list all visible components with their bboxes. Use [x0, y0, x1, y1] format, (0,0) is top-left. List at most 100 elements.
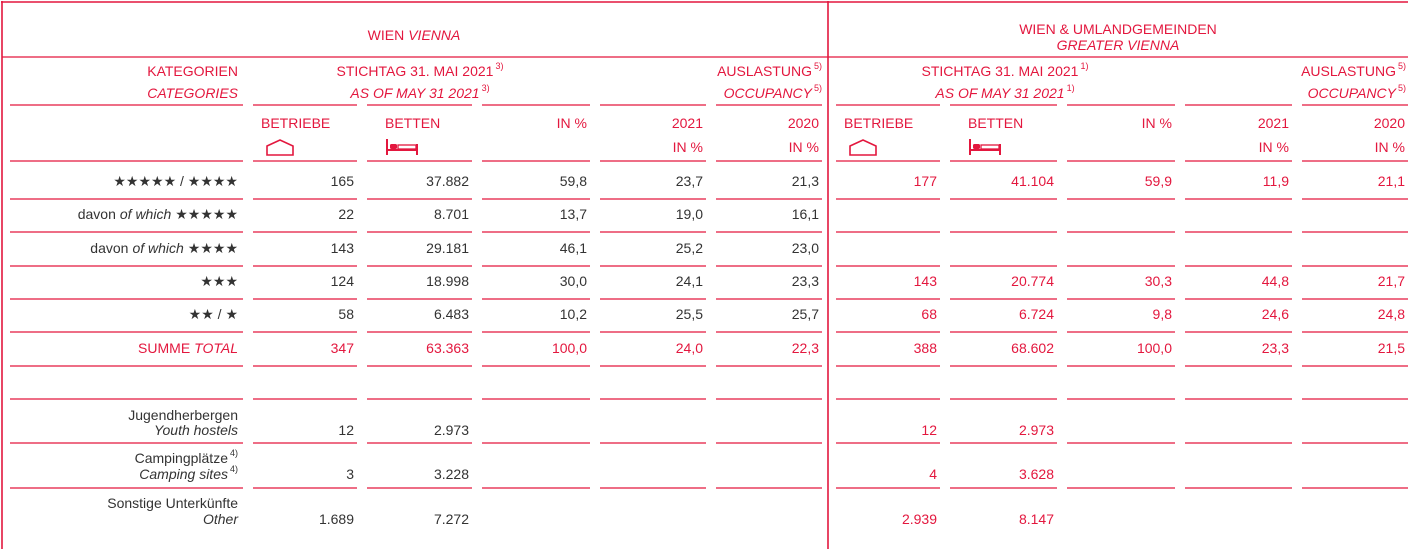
group-title: WIEN & UMLANDGEMEINDEN — [1019, 21, 1217, 37]
text-part: ★★★★★ / ★★★★ — [113, 173, 238, 189]
text-part: 24,1 — [676, 273, 703, 289]
text-part: ★★★★ — [188, 240, 238, 256]
row-label: Campingplätze 4) — [135, 448, 238, 465]
text-part: 4) — [230, 464, 238, 474]
text-part: SUMME — [138, 340, 190, 356]
text-part: 24,8 — [1378, 306, 1405, 322]
text-part: 44,8 — [1262, 273, 1289, 289]
text-part: 24,0 — [676, 340, 703, 356]
column-header: 2020 — [788, 115, 819, 131]
row-label: Camping sites 4) — [139, 464, 238, 481]
text-part: AS OF MAY 31 2021 — [934, 85, 1064, 101]
text-part: 4) — [230, 448, 238, 458]
text-part: 23,7 — [676, 173, 703, 189]
text-part: 7.272 — [434, 511, 469, 527]
text-part: 1) — [1080, 61, 1088, 71]
text-part: 1.689 — [319, 511, 354, 527]
cell-value: 12 — [921, 422, 937, 438]
row-label: ★★★★★ / ★★★★ — [113, 173, 238, 189]
text-part: AUSLASTUNG — [717, 63, 812, 79]
cell-value: 8.147 — [1019, 511, 1054, 527]
cell-value: 12 — [338, 422, 354, 438]
text-part: 9,8 — [1153, 306, 1173, 322]
text-part: 20.774 — [1011, 273, 1054, 289]
text-part: OCCUPANCY — [1308, 85, 1398, 101]
text-part: VIENNA — [408, 27, 460, 43]
text-part: 2021 — [672, 115, 703, 131]
text-part: 143 — [331, 240, 355, 256]
text-part: 30,0 — [560, 273, 587, 289]
subheader: AS OF MAY 31 2021 3) — [349, 83, 489, 100]
row-label: davon of which ★★★★ — [90, 240, 238, 256]
subheader: STICHTAG 31. MAI 2021 1) — [922, 61, 1089, 78]
text-part: 2021 — [1258, 115, 1289, 131]
text-part: 68.602 — [1011, 340, 1054, 356]
cell-value: 8.701 — [434, 206, 469, 222]
text-part: IN % — [557, 115, 587, 131]
column-header: IN % — [1259, 139, 1289, 155]
text-part: 29.181 — [426, 240, 469, 256]
text-part: 59,8 — [560, 173, 587, 189]
text-part: 3) — [495, 61, 503, 71]
cell-value: 2.939 — [902, 511, 937, 527]
text-part: Sonstige Unterkünfte — [107, 495, 238, 511]
cell-value: 22,3 — [792, 340, 819, 356]
text-part: IN % — [1259, 139, 1289, 155]
cell-value: 347 — [331, 340, 355, 356]
cell-value: 68.602 — [1011, 340, 1054, 356]
subheader: OCCUPANCY 5) — [724, 83, 822, 100]
cell-value: 23,3 — [1262, 340, 1289, 356]
text-part: 25,7 — [792, 306, 819, 322]
column-header: BETRIEBE — [844, 115, 913, 131]
cell-value: 29.181 — [426, 240, 469, 256]
cell-value: 2.973 — [434, 422, 469, 438]
text-part: 25,2 — [676, 240, 703, 256]
text-part: 30,3 — [1145, 273, 1172, 289]
text-part: of which — [120, 206, 172, 222]
text-part: 2.939 — [902, 511, 937, 527]
text-part: IN % — [1142, 115, 1172, 131]
cell-value: 24,0 — [676, 340, 703, 356]
text-part: OCCUPANCY — [724, 85, 814, 101]
cell-value: 19,0 — [676, 206, 703, 222]
text-part: IN % — [1375, 139, 1405, 155]
text-part: 1) — [1067, 83, 1075, 93]
text-part: IN % — [789, 139, 819, 155]
cell-value: 7.272 — [434, 511, 469, 527]
cell-value: 10,2 — [560, 306, 587, 322]
cell-value: 100,0 — [1137, 340, 1172, 356]
text-part: 37.882 — [426, 173, 469, 189]
text-part: 23,3 — [792, 273, 819, 289]
text-part: 100,0 — [552, 340, 587, 356]
text-part: 59,9 — [1145, 173, 1172, 189]
icon-bed — [386, 139, 418, 155]
cell-value: 20.774 — [1011, 273, 1054, 289]
text-part: davon — [78, 206, 116, 222]
icon-bed — [980, 144, 1000, 150]
cell-value: 4 — [929, 466, 937, 482]
column-header: IN % — [557, 115, 587, 131]
text-part: 2020 — [788, 115, 819, 131]
cell-value: 41.104 — [1011, 173, 1054, 189]
text-part: 11,9 — [1263, 173, 1289, 189]
text-part: GREATER VIENNA — [1057, 37, 1180, 53]
text-part: 21,1 — [1378, 173, 1405, 189]
icon-bed — [973, 144, 980, 149]
text-part: ★★★ — [200, 273, 238, 289]
text-part: WIEN — [368, 27, 405, 43]
cell-value: 23,7 — [676, 173, 703, 189]
cell-value: 24,6 — [1262, 306, 1289, 322]
text-part: ★★★★★ — [175, 206, 238, 222]
text-part: KATEGORIEN — [147, 63, 238, 79]
cell-value: 59,9 — [1145, 173, 1172, 189]
text-part: 21,7 — [1378, 273, 1405, 289]
text-part: 3 — [346, 466, 354, 482]
text-part: 5) — [814, 61, 822, 71]
text-part: BETTEN — [968, 115, 1023, 131]
text-part: 12 — [921, 422, 937, 438]
row-label: ★★ / ★ — [189, 306, 238, 322]
text-part: 388 — [914, 340, 938, 356]
cell-value: 165 — [331, 173, 355, 189]
row-label: Youth hostels — [154, 422, 238, 438]
